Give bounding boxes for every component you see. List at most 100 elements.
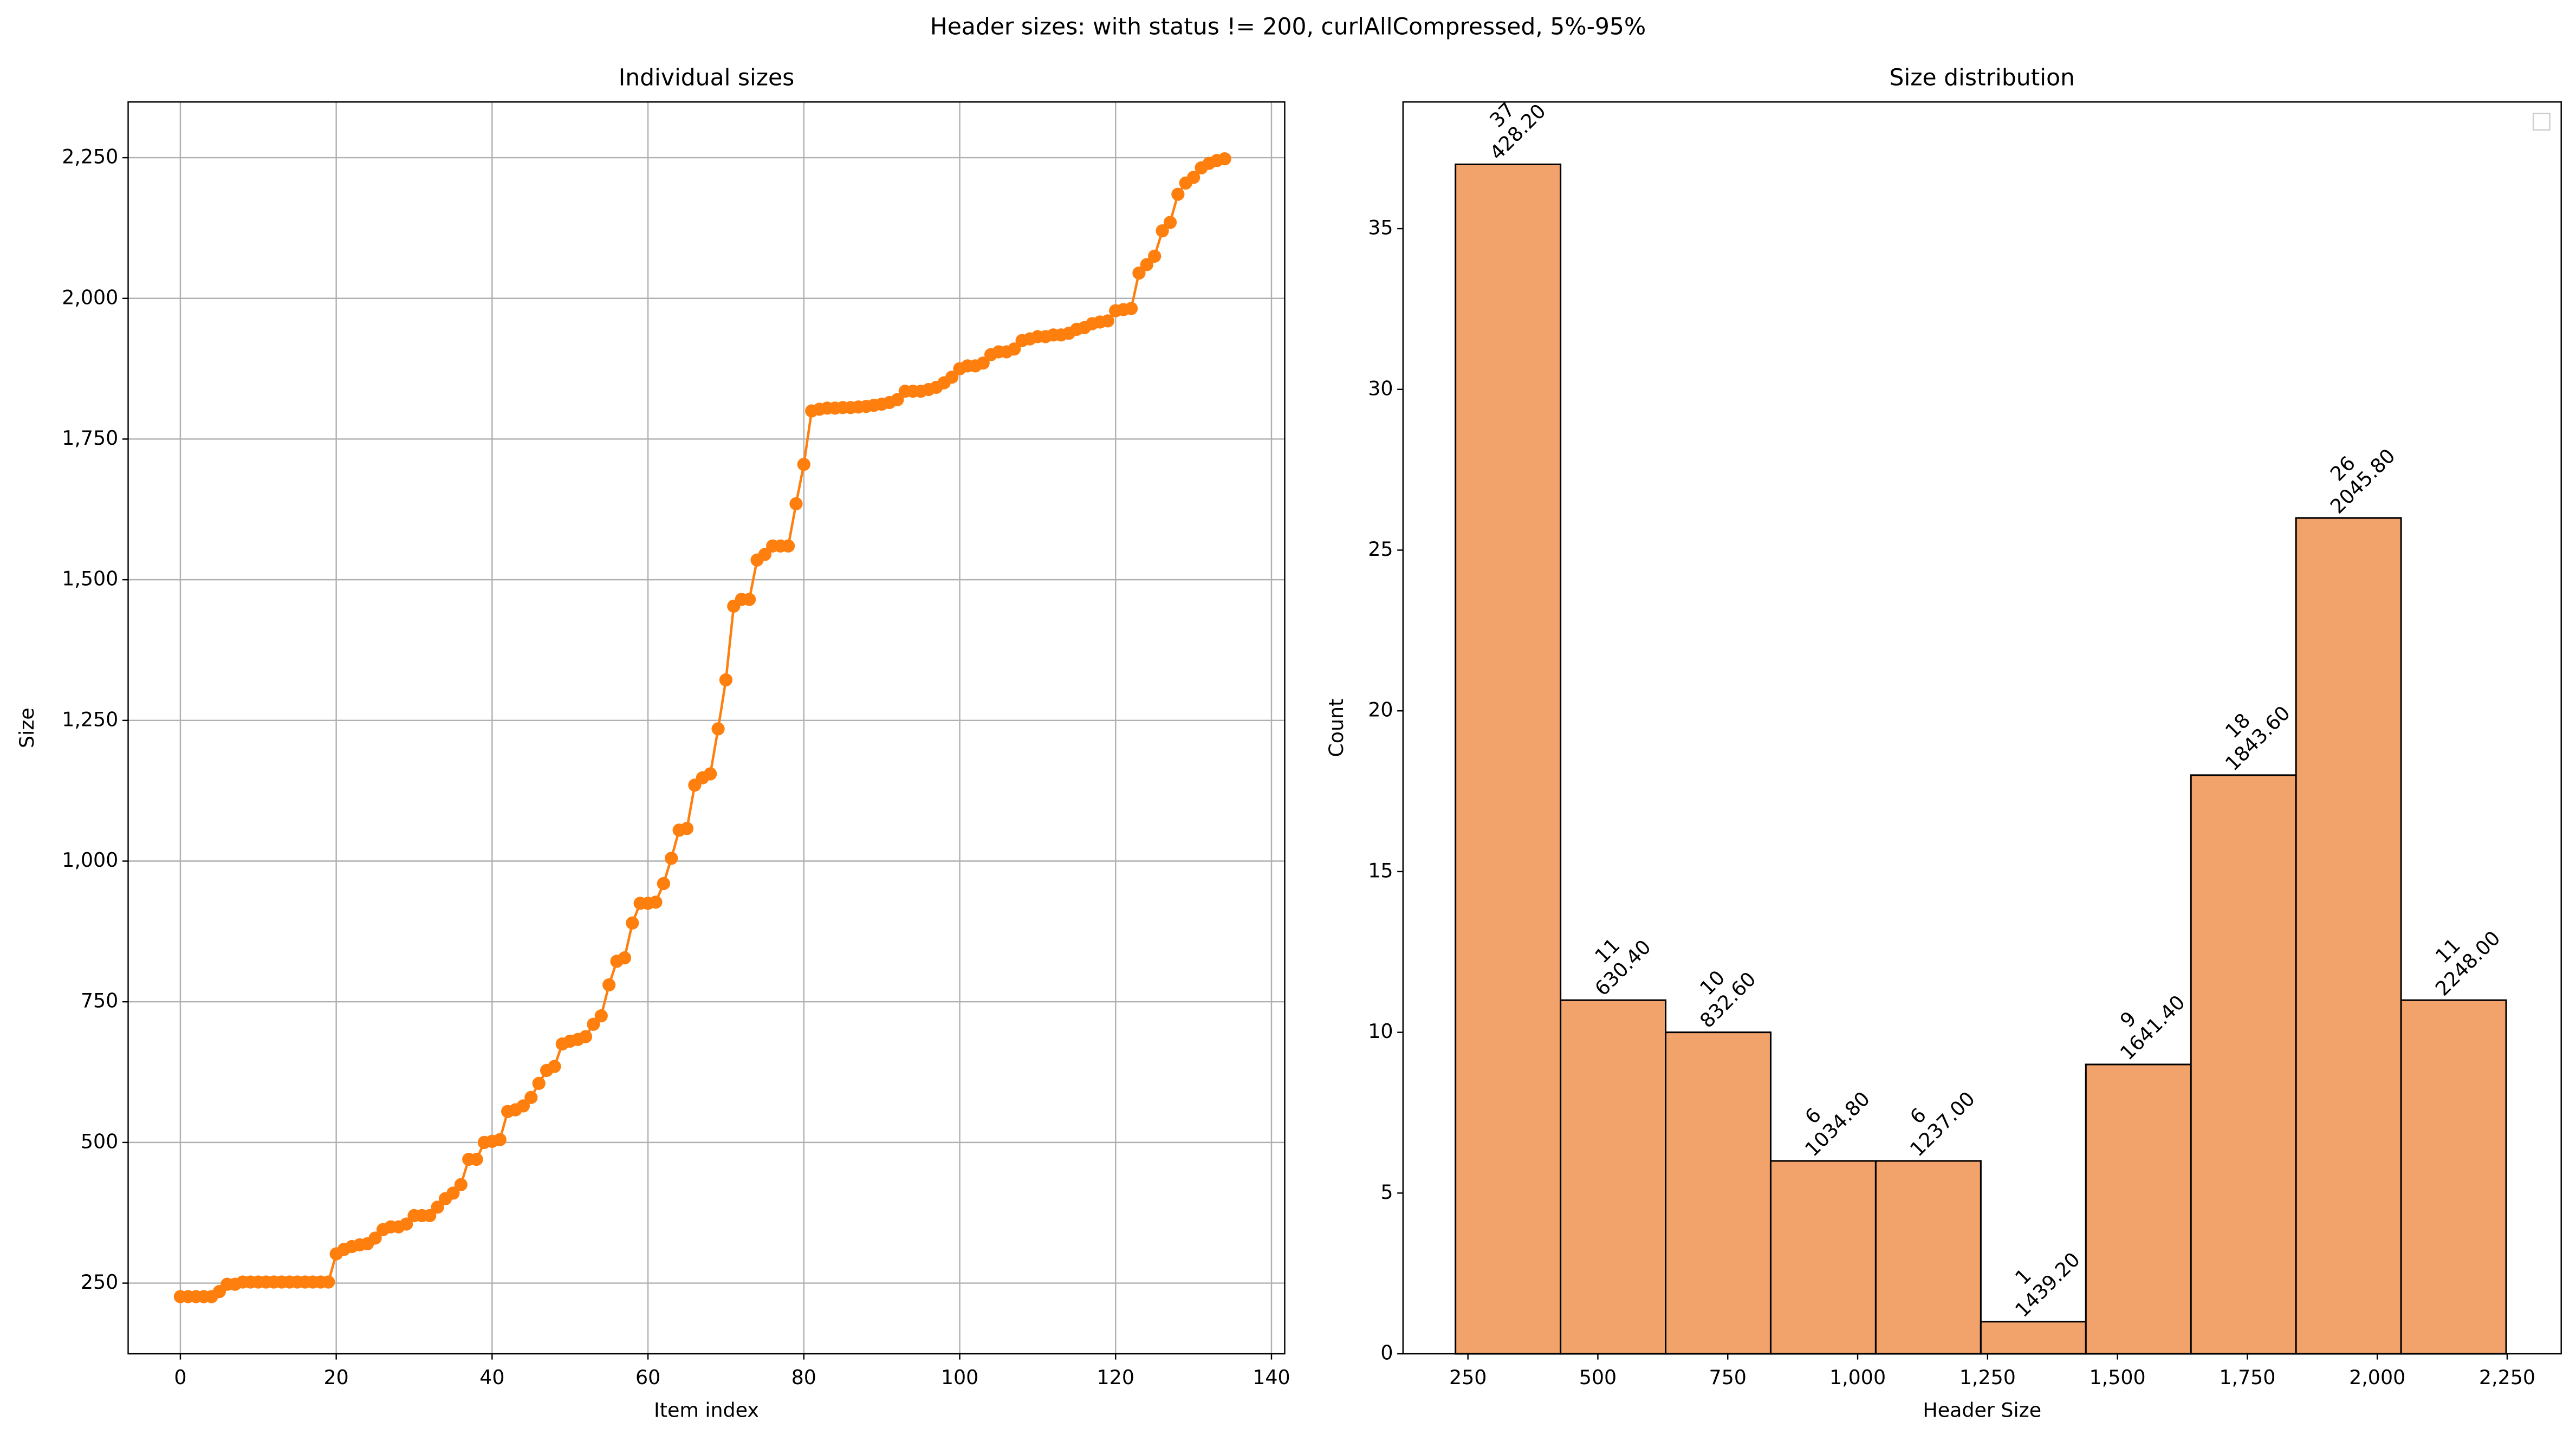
x-axis-label: Item index	[654, 1399, 759, 1422]
data-point	[649, 895, 663, 909]
data-point	[516, 1099, 530, 1113]
y-tick-label: 35	[1368, 216, 1393, 239]
data-point	[891, 393, 904, 406]
y-axis-label: Count	[1325, 699, 1348, 757]
data-point	[1156, 224, 1169, 238]
bar	[1665, 1031, 1772, 1355]
x-tick-label: 20	[323, 1366, 348, 1389]
x-tick-label: 140	[1253, 1366, 1290, 1389]
figure-title: Header sizes: with status != 200, curlAl…	[930, 14, 1646, 40]
data-point	[758, 548, 772, 561]
y-tick-label: 25	[1368, 537, 1393, 561]
axes-frame	[127, 101, 1286, 1355]
data-point	[704, 767, 717, 781]
bar	[2400, 999, 2507, 1355]
data-point	[626, 916, 639, 930]
data-point	[532, 1076, 546, 1090]
data-point	[423, 1209, 437, 1223]
data-point	[399, 1217, 413, 1231]
y-tick-label: 750	[81, 989, 118, 1012]
data-point	[446, 1186, 460, 1200]
x-tick-label: 60	[635, 1366, 660, 1389]
x-tick-label: 1,750	[2219, 1366, 2275, 1389]
data-point	[665, 852, 678, 865]
y-tick-label: 1,250	[62, 707, 118, 731]
y-tick-label: 1,000	[62, 848, 118, 872]
y-tick-label: 5	[1380, 1180, 1393, 1204]
bar	[1980, 1321, 2087, 1355]
data-point	[1101, 314, 1115, 328]
bar	[1455, 163, 1562, 1355]
data-point	[1008, 342, 1021, 356]
data-point	[976, 356, 990, 370]
subplot: 0 20 40 60 80 100 120 140 250 500 750 1,000 1,250 1,5…	[15, 64, 1290, 1421]
data-point	[322, 1275, 335, 1289]
bar	[2295, 517, 2402, 1355]
data-point	[781, 539, 795, 553]
data-point	[618, 951, 632, 965]
data-point	[945, 371, 959, 384]
edge-label: 2248.00	[2431, 926, 2505, 1001]
data-point	[524, 1091, 538, 1104]
y-tick-label: 15	[1368, 859, 1393, 882]
y-tick-label: 1,750	[62, 426, 118, 450]
data-point	[789, 497, 803, 511]
data-point	[548, 1060, 561, 1073]
data-point	[1124, 302, 1138, 315]
edge-label: 1034.80	[1800, 1087, 1874, 1161]
y-tick-label: 250	[81, 1270, 118, 1294]
edge-label: 2045.80	[2326, 444, 2400, 518]
bar	[1769, 1160, 1877, 1355]
data-point	[797, 458, 810, 471]
x-tick-label: 80	[791, 1366, 816, 1389]
x-tick-label: 120	[1097, 1366, 1134, 1389]
x-tick-label: 250	[1449, 1366, 1487, 1389]
y-axis-label: Size	[15, 707, 38, 748]
data-point	[587, 1017, 600, 1031]
data-point	[657, 877, 670, 891]
subplot-title: Size distribution	[1890, 64, 2075, 91]
data-point	[1186, 171, 1201, 184]
x-tick-label: 500	[1579, 1366, 1617, 1389]
data-point	[1148, 249, 1162, 263]
data-point	[368, 1231, 382, 1245]
x-tick-label: 2,000	[2349, 1366, 2405, 1389]
legend	[2532, 113, 2551, 131]
y-tick-label: 500	[81, 1130, 118, 1153]
data-point	[719, 673, 733, 687]
y-tick-label: 20	[1368, 698, 1393, 722]
data-point	[470, 1152, 483, 1166]
bar	[2085, 1063, 2192, 1355]
data-point	[594, 1009, 608, 1023]
axes-frame	[1402, 101, 2562, 1355]
data-point	[711, 722, 725, 736]
subplot: 250 500 750 1,000 1,250 1,500 1,750 2,000 2,250 0…	[1325, 64, 2562, 1422]
x-tick-label: 1,500	[2090, 1366, 2146, 1389]
data-point	[1163, 216, 1177, 229]
data-point	[680, 822, 694, 835]
edge-label: 1439.20	[2010, 1248, 2085, 1322]
bar	[1560, 999, 1667, 1355]
data-point	[579, 1030, 593, 1043]
data-point	[493, 1133, 507, 1146]
x-tick-label: 750	[1709, 1366, 1747, 1389]
data-point	[454, 1178, 468, 1191]
x-tick-label: 0	[174, 1366, 186, 1389]
x-tick-label: 2,250	[2479, 1366, 2535, 1389]
y-tick-label: 0	[1380, 1341, 1393, 1365]
data-point	[742, 593, 756, 606]
bar	[1874, 1160, 1982, 1355]
x-axis-label: Header Size	[1923, 1399, 2041, 1422]
x-tick-label: 100	[941, 1366, 978, 1389]
